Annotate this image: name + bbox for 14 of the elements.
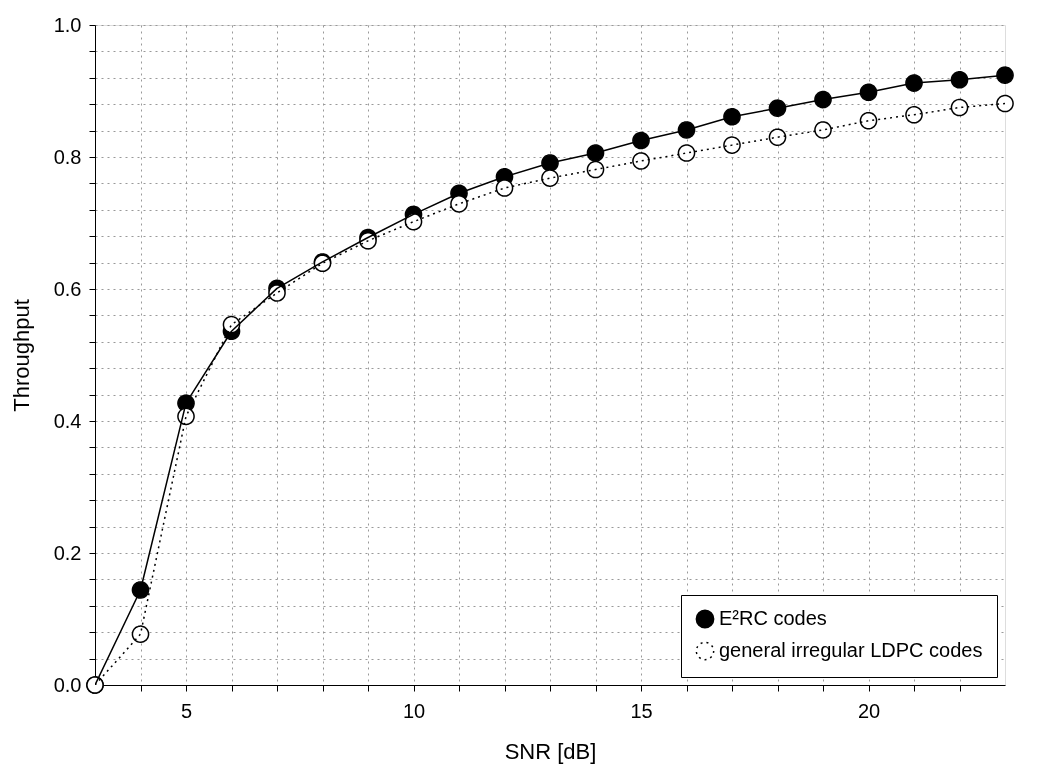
x-tick-label: 5 bbox=[180, 699, 193, 722]
y-tick-label: 0.4 bbox=[53, 409, 82, 432]
legend-label: E²RC codes bbox=[719, 607, 827, 629]
x-axis-title: SNR [dB] bbox=[504, 738, 597, 764]
y-tick-label: 0.8 bbox=[53, 145, 82, 168]
y-tick-label: 0.2 bbox=[53, 541, 82, 564]
x-tick-label: 20 bbox=[857, 699, 881, 722]
y-axis-title: Throughput bbox=[8, 299, 34, 412]
y-tick-label: 0.0 bbox=[53, 673, 82, 696]
y-tick-label: 1.0 bbox=[53, 13, 82, 36]
legend-label: general irregular LDPC codes bbox=[719, 639, 983, 661]
y-tick-label: 0.6 bbox=[53, 277, 82, 300]
x-tick-label: 10 bbox=[402, 699, 426, 722]
x-tick-label: 15 bbox=[630, 699, 653, 722]
